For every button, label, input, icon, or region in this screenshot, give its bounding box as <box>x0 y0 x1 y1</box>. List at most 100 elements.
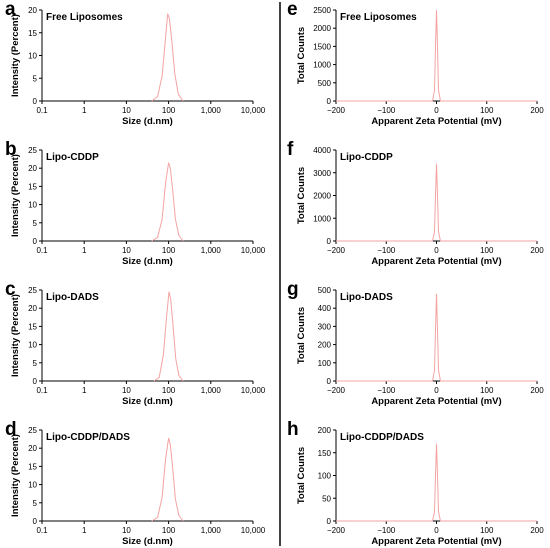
x-tick-label: 10,000 <box>241 526 266 535</box>
y-tick-label: 10 <box>28 201 37 210</box>
y-tick-label: 500 <box>318 286 332 295</box>
y-axis-label: Intensity (Percent) <box>10 434 21 517</box>
y-tick-label: 0 <box>327 377 332 386</box>
x-tick-label: 10 <box>122 106 131 115</box>
x-tick-label: 0 <box>434 106 439 115</box>
y-axis-label: Total Counts <box>296 167 307 224</box>
x-tick-label: 200 <box>530 386 544 395</box>
x-tick-label: −200 <box>327 526 346 535</box>
series-line <box>153 291 184 382</box>
x-tick-label: −200 <box>327 106 346 115</box>
x-tick-label: 0 <box>434 386 439 395</box>
x-tick-label: 1,000 <box>201 526 222 535</box>
x-tick-label: 200 <box>530 106 544 115</box>
series-line <box>336 293 537 382</box>
panel-letter: h <box>287 419 299 440</box>
series-line <box>151 13 184 102</box>
x-tick-label: −100 <box>377 386 396 395</box>
y-tick-label: 25 <box>28 146 37 155</box>
y-tick-label: 150 <box>318 449 332 458</box>
x-tick-label: −100 <box>377 106 396 115</box>
y-tick-label: 5 <box>33 219 38 228</box>
chart-title: Lipo-CDDP/DADS <box>340 432 424 443</box>
panel-letter: f <box>287 139 294 160</box>
x-tick-label: 100 <box>162 386 176 395</box>
x-tick-label: 10 <box>122 386 131 395</box>
chart-title: Lipo-CDDP <box>46 152 99 163</box>
panel-a: a Free Liposomes 0 5 10 15 20 0.1 1 10 100 1,000 10,… <box>5 0 266 127</box>
y-tick-label: 1000 <box>313 214 331 223</box>
chart-title: Lipo-CDDP/DADS <box>46 432 130 443</box>
panel-letter: b <box>5 139 17 160</box>
y-tick-label: 15 <box>28 462 37 471</box>
x-tick-label: 0.1 <box>36 246 48 255</box>
y-tick-label: 15 <box>28 182 37 191</box>
x-axis-label: Apparent Zeta Potential (mV) <box>371 396 501 407</box>
y-tick-label: 300 <box>318 322 332 331</box>
y-tick-label: 200 <box>318 341 332 350</box>
x-axis-label: Apparent Zeta Potential (mV) <box>371 536 501 547</box>
panel-letter: c <box>5 279 16 300</box>
series-line <box>336 163 537 242</box>
chart-title: Free Liposomes <box>340 12 417 23</box>
x-tick-label: 0 <box>434 526 439 535</box>
y-tick-label: 25 <box>28 426 37 435</box>
panel-c: c Lipo-DADS 0 5 10 15 20 25 0.1 1 10 100 1,000 10,000… <box>5 279 266 407</box>
x-tick-label: 100 <box>480 386 494 395</box>
y-axis-label: Total Counts <box>296 27 307 84</box>
y-tick-label: 20 <box>28 164 37 173</box>
y-tick-label: 4000 <box>313 146 331 155</box>
x-tick-label: 200 <box>530 526 544 535</box>
x-tick-label: 100 <box>162 246 176 255</box>
panel-g: g Lipo-DADS 0 100 200 300 400 500 −200 −100 0 100 20… <box>287 279 544 407</box>
x-axis-label: Size (d.nm) <box>122 256 173 267</box>
x-tick-label: 100 <box>162 106 176 115</box>
series-line <box>336 443 537 522</box>
x-tick-label: 100 <box>480 246 494 255</box>
x-tick-label: 10 <box>122 526 131 535</box>
panel-e: e Free Liposomes05001000150020002500−200−… <box>287 0 544 127</box>
chart-title: Free Liposomes <box>46 12 123 23</box>
y-tick-label: 25 <box>28 286 37 295</box>
x-axis-label: Apparent Zeta Potential (mV) <box>371 116 501 127</box>
y-tick-label: 0 <box>327 237 332 246</box>
panel-f: f Lipo-CDDP 0 1000 2000 3000 4000 −200 −100 0 100 2… <box>287 139 544 267</box>
y-tick-label: 0 <box>327 517 332 526</box>
x-tick-label: 100 <box>480 526 494 535</box>
y-tick-label: 15 <box>28 322 37 331</box>
series-line <box>151 437 184 522</box>
x-tick-label: −200 <box>327 246 346 255</box>
x-tick-label: 0.1 <box>36 526 48 535</box>
panel-letter: a <box>5 0 16 20</box>
x-tick-label: 0.1 <box>36 106 48 115</box>
y-tick-label: 3000 <box>313 169 331 178</box>
y-tick-label: 50 <box>322 494 331 503</box>
y-axis-label: Total Counts <box>296 307 307 364</box>
chart-title: Lipo-DADS <box>46 292 99 303</box>
y-tick-label: 100 <box>318 359 332 368</box>
x-tick-label: 1 <box>82 526 87 535</box>
x-axis-label: Size (d.nm) <box>122 536 173 547</box>
x-tick-label: 200 <box>530 246 544 255</box>
y-tick-label: 10 <box>28 341 37 350</box>
y-tick-label: 1000 <box>313 61 331 70</box>
x-tick-label: 1,000 <box>201 386 222 395</box>
x-tick-label: 10,000 <box>241 386 266 395</box>
x-tick-label: −100 <box>377 526 396 535</box>
x-tick-label: 1,000 <box>201 246 222 255</box>
x-tick-label: 1 <box>82 386 87 395</box>
x-tick-label: −200 <box>327 386 346 395</box>
y-axis-label: Intensity (Percent) <box>10 154 21 237</box>
x-axis-label: Size (d.nm) <box>122 396 173 407</box>
x-tick-label: 10,000 <box>241 106 266 115</box>
y-tick-label: 5 <box>33 74 38 83</box>
x-tick-label: 100 <box>480 106 494 115</box>
y-tick-label: 0 <box>33 377 38 386</box>
panel-letter: d <box>5 419 17 440</box>
x-tick-label: 10 <box>122 246 131 255</box>
series-line <box>336 9 537 102</box>
y-tick-label: 5 <box>33 499 38 508</box>
y-tick-label: 0 <box>33 517 38 526</box>
y-tick-label: 10 <box>28 481 37 490</box>
